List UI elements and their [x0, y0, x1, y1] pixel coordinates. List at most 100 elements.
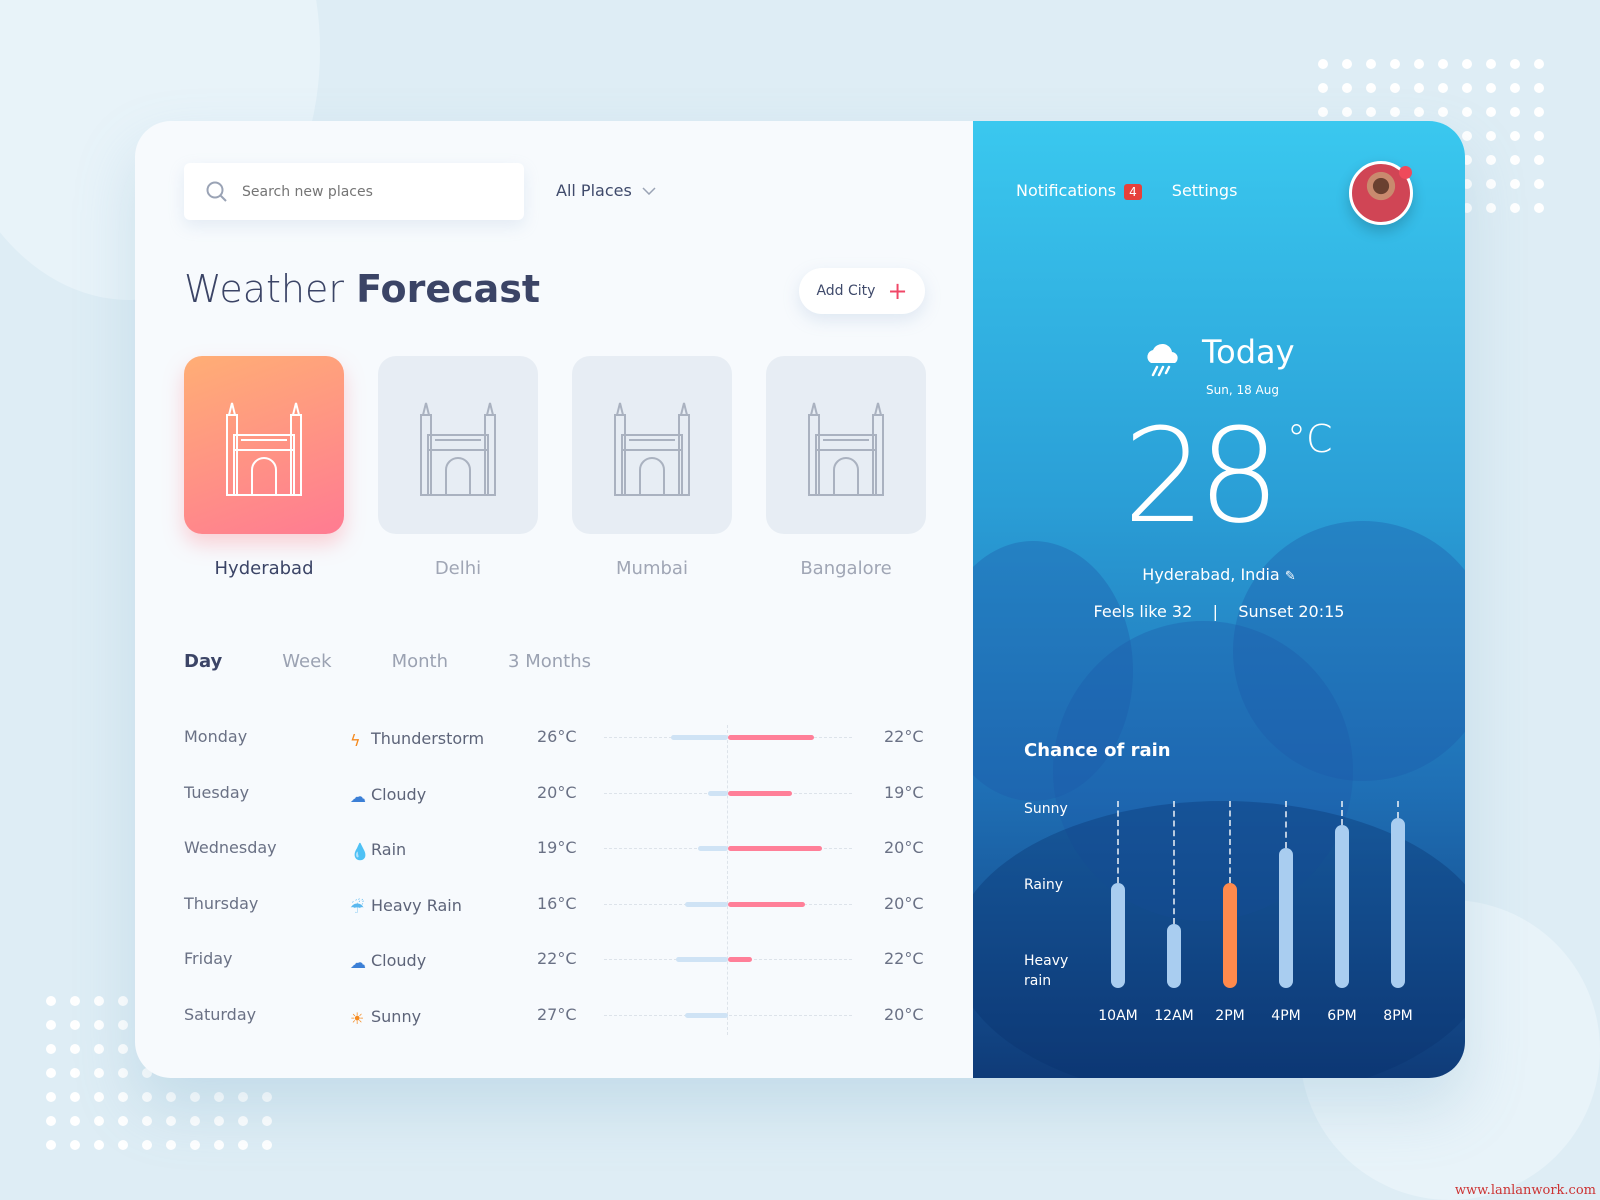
dot	[1486, 155, 1496, 165]
dot	[1510, 107, 1520, 117]
dot	[1462, 107, 1472, 117]
notifications-label: Notifications	[1016, 181, 1117, 200]
dot	[1414, 83, 1424, 93]
dot	[142, 1068, 152, 1078]
avatar[interactable]	[1349, 161, 1413, 225]
dot	[166, 1140, 176, 1150]
landmark-icon	[420, 402, 496, 496]
dot	[238, 1092, 248, 1102]
condition-label: Cloudy	[371, 784, 427, 804]
temperature-range-track	[604, 901, 852, 907]
dot	[1510, 83, 1520, 93]
online-indicator	[1399, 166, 1412, 179]
dot	[1534, 179, 1544, 189]
bg-cloud	[973, 541, 1133, 801]
dot	[262, 1116, 272, 1126]
dot	[118, 1020, 128, 1030]
bg-cloud	[1053, 621, 1353, 921]
dot	[70, 1068, 80, 1078]
temperature-range-track	[604, 846, 852, 851]
forecast-panel: All Places Weather Forecast Add City + Hy…	[135, 121, 973, 1078]
dot	[1486, 179, 1496, 189]
warm-bar	[728, 846, 823, 851]
forecast-row: Friday Cloudy 22°C 22°C ☁	[184, 949, 924, 972]
page-title: Weather Forecast	[184, 267, 540, 311]
cold-bar	[708, 790, 728, 796]
places-dropdown[interactable]: All Places	[556, 181, 656, 200]
rain-guide-line	[1285, 801, 1287, 848]
bg-cloud	[1233, 521, 1465, 781]
time-label: 4PM	[1271, 1008, 1301, 1024]
rain-bar-6pm	[1335, 825, 1349, 988]
day-label: Friday	[184, 949, 233, 968]
dot	[94, 996, 104, 1006]
top-nav: Notifications 4 Settings	[1016, 181, 1237, 200]
landmark-icon	[614, 402, 690, 496]
dot	[190, 1116, 200, 1126]
temperature-high: 19°C	[537, 838, 577, 857]
forecast-row: Wednesday Rain 19°C 20°C 💧	[184, 838, 924, 861]
add-city-button[interactable]: Add City +	[799, 268, 925, 314]
tab-3-months[interactable]: 3 Months	[508, 651, 591, 672]
dot	[1462, 203, 1472, 213]
dot	[1462, 155, 1472, 165]
dot	[1486, 59, 1496, 69]
dot	[46, 996, 56, 1006]
dot	[46, 1092, 56, 1102]
notifications-link[interactable]: Notifications 4	[1016, 181, 1142, 200]
plus-icon: +	[887, 277, 908, 305]
day-label: Monday	[184, 727, 248, 746]
settings-link[interactable]: Settings	[1171, 181, 1238, 200]
rain-guide-line	[1173, 801, 1175, 925]
temperature-low: 19°C	[884, 782, 924, 802]
city-card-hyderabad[interactable]: Hyderabad	[184, 356, 344, 579]
dot	[1342, 83, 1352, 93]
dot	[1438, 83, 1448, 93]
level-rainy: Rainy	[1024, 877, 1064, 893]
cold-bar	[670, 735, 728, 740]
dot	[1510, 59, 1520, 69]
dot	[1534, 107, 1544, 117]
dot	[1534, 155, 1544, 165]
city-card-bangalore[interactable]: Bangalore	[766, 356, 926, 579]
dot	[1486, 131, 1496, 141]
city-card-delhi[interactable]: Delhi	[378, 356, 538, 579]
tab-day[interactable]: Day	[184, 651, 223, 672]
dot	[1366, 59, 1376, 69]
dot	[1390, 107, 1400, 117]
tab-month[interactable]: Month	[391, 651, 449, 672]
dot	[262, 1140, 272, 1150]
search-input[interactable]	[242, 183, 492, 200]
temperature-high: 20°C	[537, 782, 577, 802]
city-name: Mumbai	[616, 558, 688, 579]
tab-week[interactable]: Week	[282, 651, 332, 672]
dot	[1486, 107, 1496, 117]
today-label: Today	[1202, 333, 1295, 371]
city-name: Delhi	[434, 558, 482, 579]
dot	[1534, 83, 1544, 93]
dot	[70, 996, 80, 1006]
dot	[70, 1092, 80, 1102]
search-icon	[206, 181, 227, 202]
city-card-mumbai[interactable]: Mumbai	[572, 356, 732, 579]
dot	[1342, 107, 1352, 117]
dot	[1318, 59, 1328, 69]
dot	[1414, 107, 1424, 117]
dot	[94, 1116, 104, 1126]
cold-bar	[698, 846, 728, 851]
temperature-high: 26°C	[537, 727, 577, 746]
bg-city-skyline	[973, 801, 1465, 1078]
forecast-row: Saturday Sunny 27°C 20°C ☀	[184, 1004, 924, 1028]
dot	[118, 996, 128, 1006]
temperature-unit: °C	[1287, 417, 1333, 461]
dot	[1462, 179, 1472, 189]
title-light: Weather	[184, 267, 344, 311]
notification-badge: 4	[1124, 184, 1142, 200]
dot	[70, 1020, 80, 1030]
chance-of-rain-title: Chance of rain	[1024, 740, 1171, 761]
search-box[interactable]	[184, 163, 524, 220]
dot	[94, 1140, 104, 1150]
edit-icon[interactable]: ✎	[1284, 569, 1296, 584]
temperature-low: 22°C	[884, 949, 924, 968]
dot	[142, 1116, 152, 1126]
